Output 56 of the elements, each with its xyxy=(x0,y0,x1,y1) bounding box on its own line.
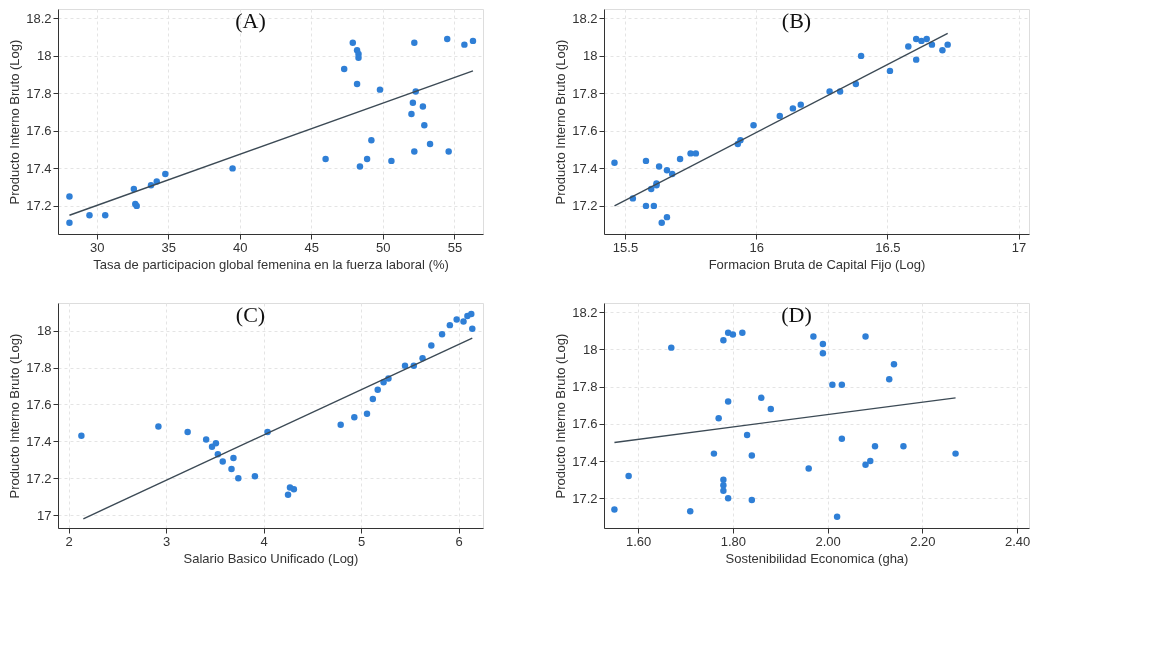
x-tick-label: 5 xyxy=(358,533,366,549)
y-tick-label: 18.2 xyxy=(572,10,598,26)
y-tick-label: 17.6 xyxy=(26,123,52,139)
x-tick-label: 3 xyxy=(163,533,171,549)
y-tick-label: 18 xyxy=(37,323,52,339)
x-tick-label: 1.60 xyxy=(625,533,652,549)
y-tick-label: 18 xyxy=(583,48,598,64)
x-tick-label: 4 xyxy=(260,533,268,549)
y-tick-label: 17.6 xyxy=(26,396,52,412)
y-axis-title: Producto Interno Bruto (Log) xyxy=(7,333,23,499)
x-tick-label: 50 xyxy=(376,239,391,255)
x-tick-label: 6 xyxy=(455,533,463,549)
x-tick-label: 16.5 xyxy=(875,239,901,255)
annotation: (C) xyxy=(235,302,266,327)
y-tick-label: 18 xyxy=(37,48,52,64)
y-tick-label: 17.8 xyxy=(572,85,598,101)
x-axis-title: Tasa de participacion global femenina en la fuerza laboral (%) xyxy=(93,256,449,272)
x-tick-label: 16 xyxy=(749,239,764,255)
x-axis-title: Sostenibilidad Economica (gha) xyxy=(725,550,909,566)
x-tick-label: 40 xyxy=(233,239,248,255)
x-tick-label: 2.40 xyxy=(1005,533,1031,549)
y-tick-label: 17.4 xyxy=(572,453,598,469)
y-tick-label: 17.4 xyxy=(26,433,52,449)
y-tick-label: 17.6 xyxy=(572,416,598,432)
x-tick-label: 35 xyxy=(161,239,176,255)
y-tick-label: 17.8 xyxy=(26,360,52,376)
y-tick-label: 17 xyxy=(37,507,52,523)
y-tick-label: 18 xyxy=(583,341,598,357)
y-tick-label: 17.2 xyxy=(572,490,598,506)
annotation: (A) xyxy=(235,8,266,33)
y-tick-label: 17.4 xyxy=(26,160,52,176)
x-tick-label: 2.00 xyxy=(815,533,841,549)
y-tick-label: 17.4 xyxy=(572,160,598,176)
y-axis-title: Producto Interno Bruto (Log) xyxy=(553,39,569,205)
x-tick-label: 15.5 xyxy=(612,239,639,255)
y-tick-label: 18.2 xyxy=(26,10,52,26)
x-tick-label: 45 xyxy=(304,239,320,255)
annotation: (D) xyxy=(781,302,812,327)
y-axis-title: Producto Interno Bruto (Log) xyxy=(7,39,23,205)
x-tick-label: 17 xyxy=(1011,239,1027,255)
y-tick-label: 17.2 xyxy=(26,198,52,214)
x-axis-title: Salario Basico Unificado (Log) xyxy=(183,550,359,566)
x-axis-title: Formacion Bruta de Capital Fijo (Log) xyxy=(708,256,926,272)
annotation: (B) xyxy=(781,8,812,33)
x-tick-label: 1.80 xyxy=(720,533,747,549)
y-tick-label: 17.8 xyxy=(572,379,598,395)
x-tick-label: 2.20 xyxy=(910,533,936,549)
y-tick-label: 17.6 xyxy=(572,123,598,139)
x-tick-label: 2 xyxy=(65,533,73,549)
x-tick-label: 30 xyxy=(89,239,105,255)
y-tick-label: 17.2 xyxy=(26,470,52,486)
y-tick-label: 17.2 xyxy=(572,198,598,214)
x-tick-label: 55 xyxy=(447,239,463,255)
y-tick-label: 18.2 xyxy=(572,304,598,320)
y-axis-title: Producto Interno Bruto (Log) xyxy=(553,333,569,499)
y-tick-label: 17.8 xyxy=(26,85,52,101)
